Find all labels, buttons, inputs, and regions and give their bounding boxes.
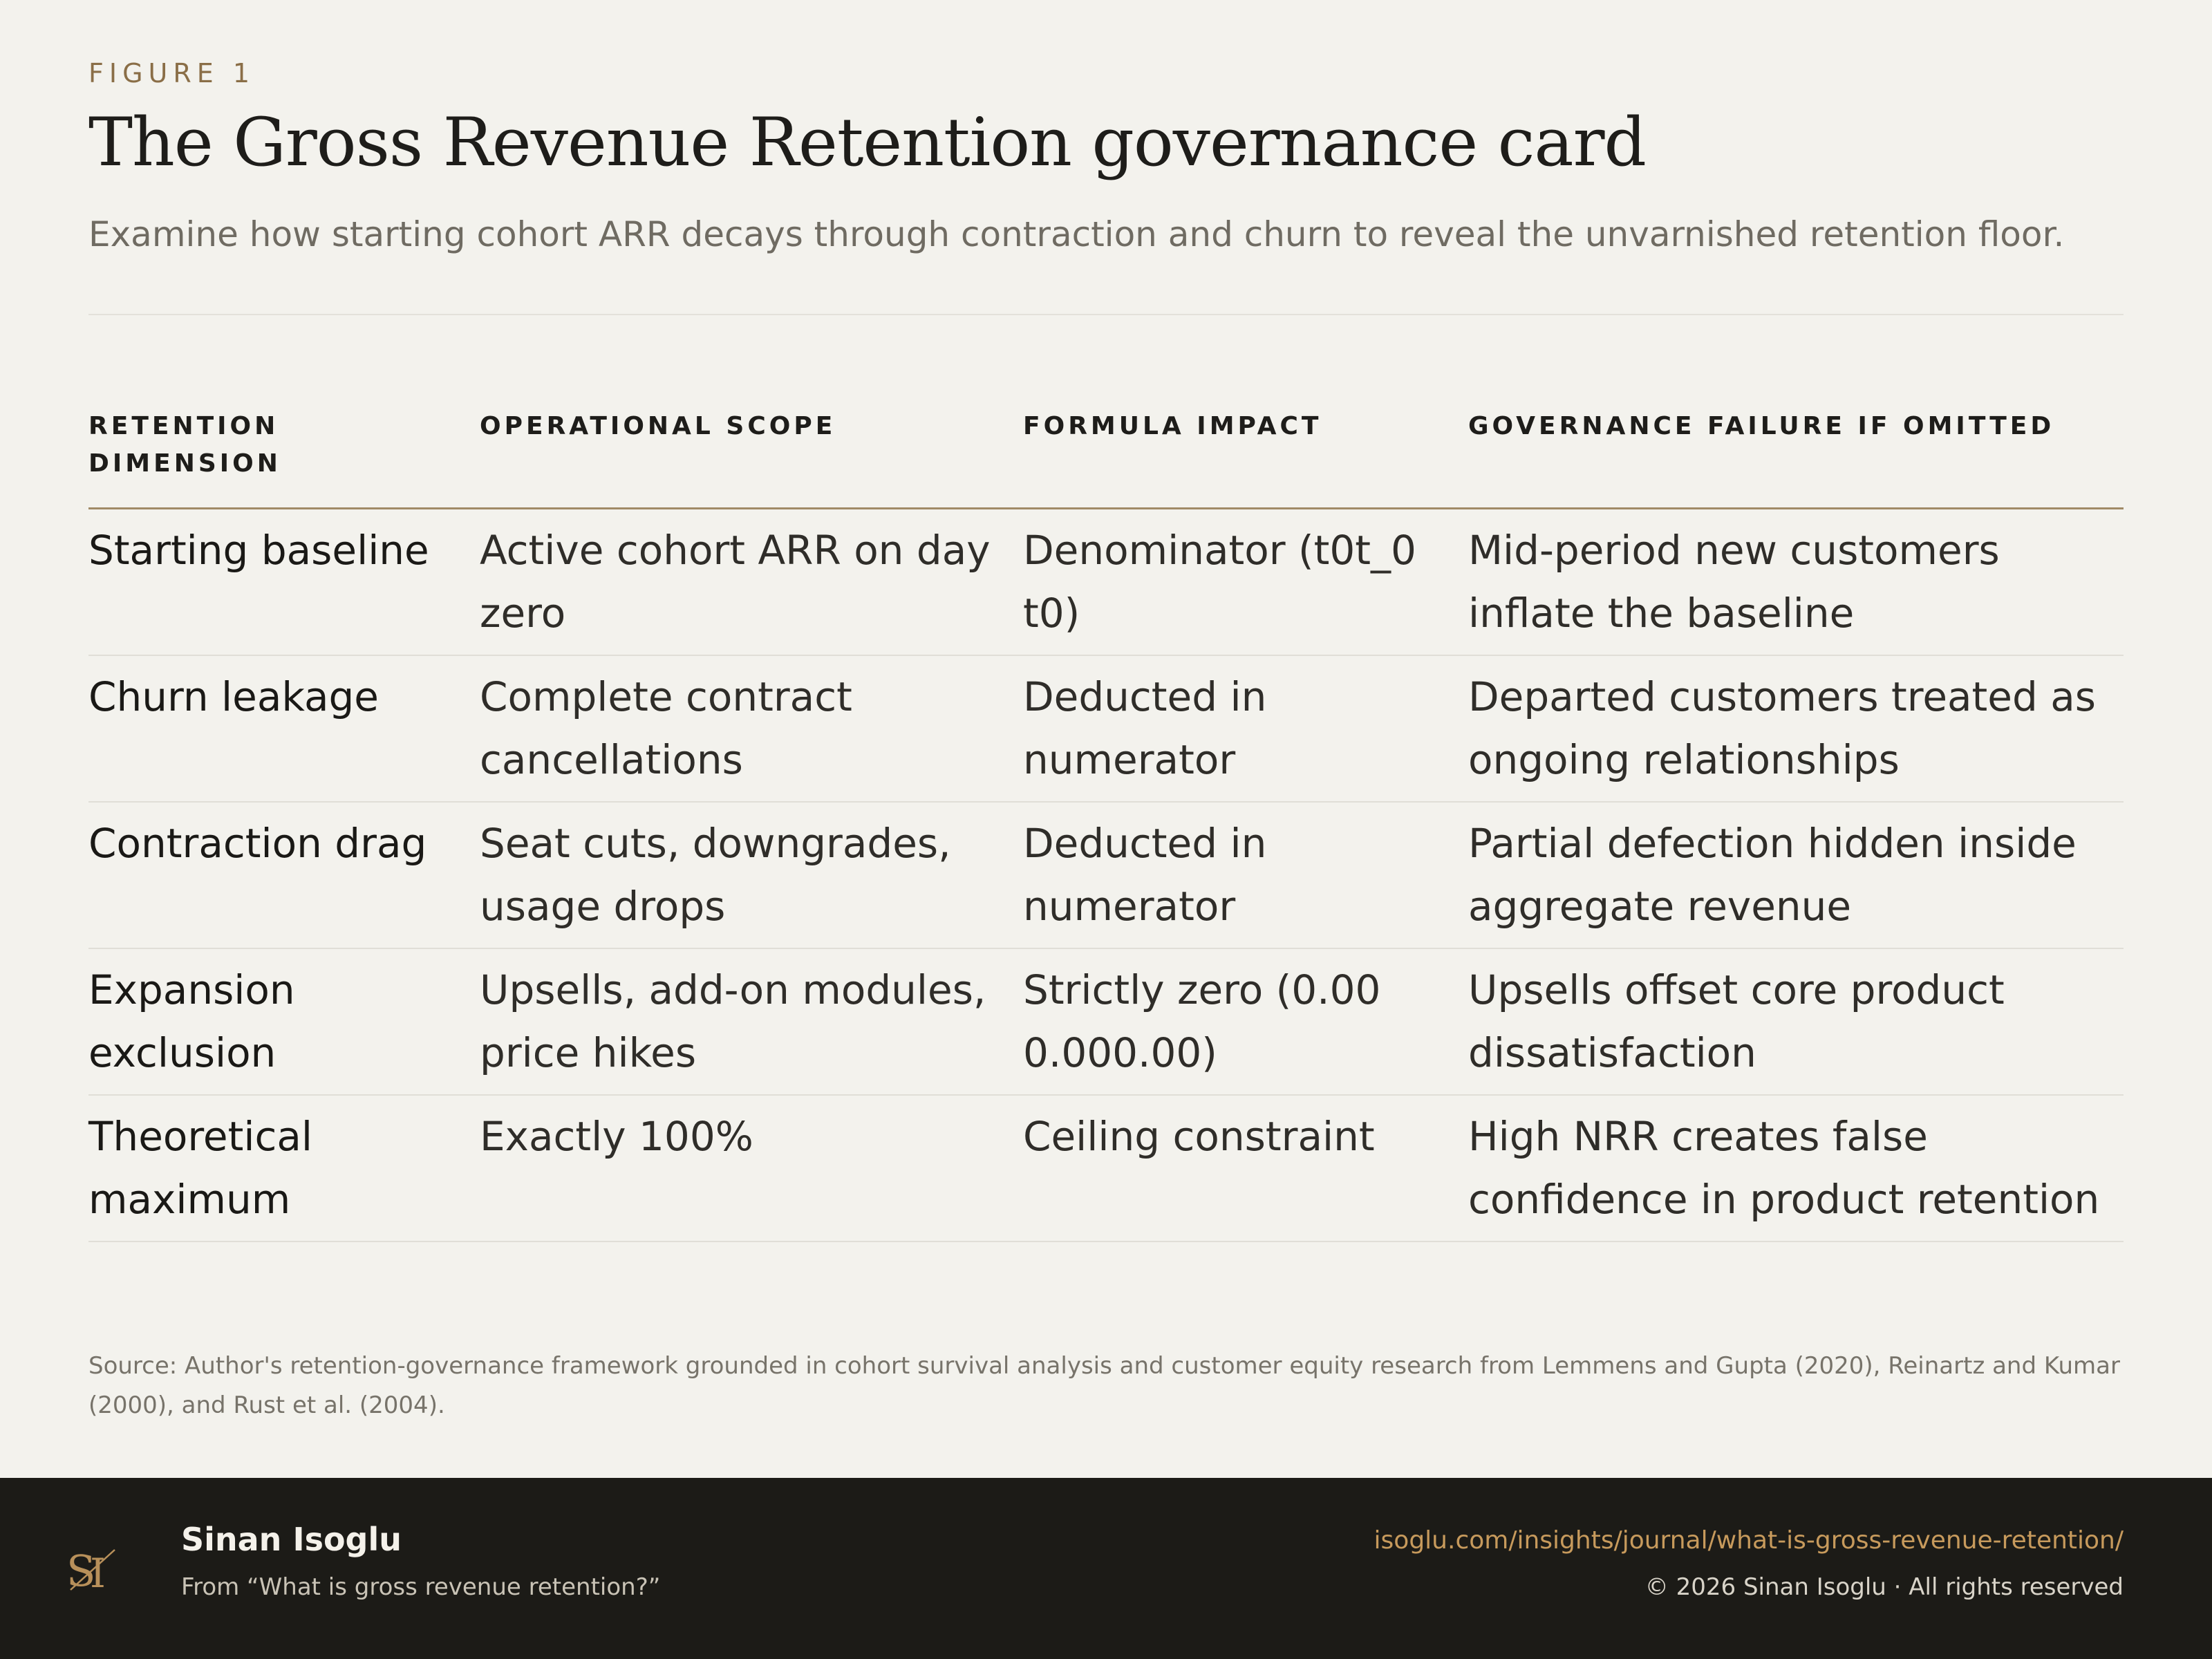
table-row: Contraction drag Seat cuts, downgrades, … (88, 802, 2124, 949)
cell-formula: Ceiling constraint (1023, 1095, 1468, 1242)
article-link[interactable]: isoglu.com/insights/journal/what-is-gros… (1374, 1526, 2124, 1555)
cell-failure: High NRR creates false confidence in pro… (1468, 1095, 2124, 1242)
author-name: Sinan Isoglu (181, 1521, 402, 1558)
cell-scope: Seat cuts, downgrades, usage drops (480, 802, 1023, 949)
cell-scope: Complete contract cancellations (480, 655, 1023, 803)
column-header-operational-scope: OPERATIONAL SCOPE (480, 408, 1023, 509)
cell-dimension: Starting baseline (88, 508, 480, 656)
cell-scope: Upsells, add-on modules, price hikes (480, 948, 1023, 1096)
figure-label: FIGURE 1 (88, 58, 255, 88)
table-row: Theoretical maximum Exactly 100% Ceiling… (88, 1095, 2124, 1242)
cell-formula: Deducted in numerator (1023, 802, 1468, 949)
column-header-governance-failure: GOVERNANCE FAILURE IF OMITTED (1468, 408, 2124, 509)
cell-dimension: Expansion exclusion (88, 948, 480, 1096)
page-subtitle: Examine how starting cohort ARR decays t… (88, 214, 2065, 254)
cell-failure: Upsells offset core product dissatisfact… (1468, 948, 2124, 1096)
column-header-formula-impact: FORMULA IMPACT (1023, 408, 1468, 509)
table-row: Starting baseline Active cohort ARR on d… (88, 508, 2124, 656)
table-row: Churn leakage Complete contract cancella… (88, 655, 2124, 803)
cell-scope: Exactly 100% (480, 1095, 1023, 1242)
cell-scope: Active cohort ARR on day zero (480, 508, 1023, 656)
column-header-retention-dimension: RETENTION DIMENSION (88, 408, 480, 509)
footer: S I Sinan Isoglu From “What is gross rev… (0, 1478, 2212, 1659)
cell-failure: Mid-period new customers inflate the bas… (1468, 508, 2124, 656)
cell-dimension: Theoretical maximum (88, 1095, 480, 1242)
header-divider (88, 314, 2124, 315)
cell-formula: Deducted in numerator (1023, 655, 1468, 803)
page-title: The Gross Revenue Retention governance c… (88, 104, 1647, 181)
governance-table: RETENTION DIMENSION OPERATIONAL SCOPE FO… (88, 408, 2124, 1242)
cell-failure: Departed customers treated as ongoing re… (1468, 655, 2124, 803)
svg-text:I: I (90, 1550, 106, 1597)
table-header-row: RETENTION DIMENSION OPERATIONAL SCOPE FO… (88, 408, 2124, 509)
source-note: Source: Author's retention-governance fr… (88, 1352, 2120, 1419)
cell-dimension: Contraction drag (88, 802, 480, 949)
copyright-notice: © 2026 Sinan Isoglu · All rights reserve… (1644, 1573, 2124, 1601)
cell-dimension: Churn leakage (88, 655, 480, 803)
article-reference: From “What is gross revenue retention?” (181, 1573, 661, 1601)
cell-formula: Denominator (t0t_0 t0) (1023, 508, 1468, 656)
si-monogram-logo-icon: S I (66, 1546, 115, 1597)
cell-formula: Strictly zero (0.00 0.000.00) (1023, 948, 1468, 1096)
cell-failure: Partial defection hidden inside aggregat… (1468, 802, 2124, 949)
table-row: Expansion exclusion Upsells, add-on modu… (88, 948, 2124, 1096)
